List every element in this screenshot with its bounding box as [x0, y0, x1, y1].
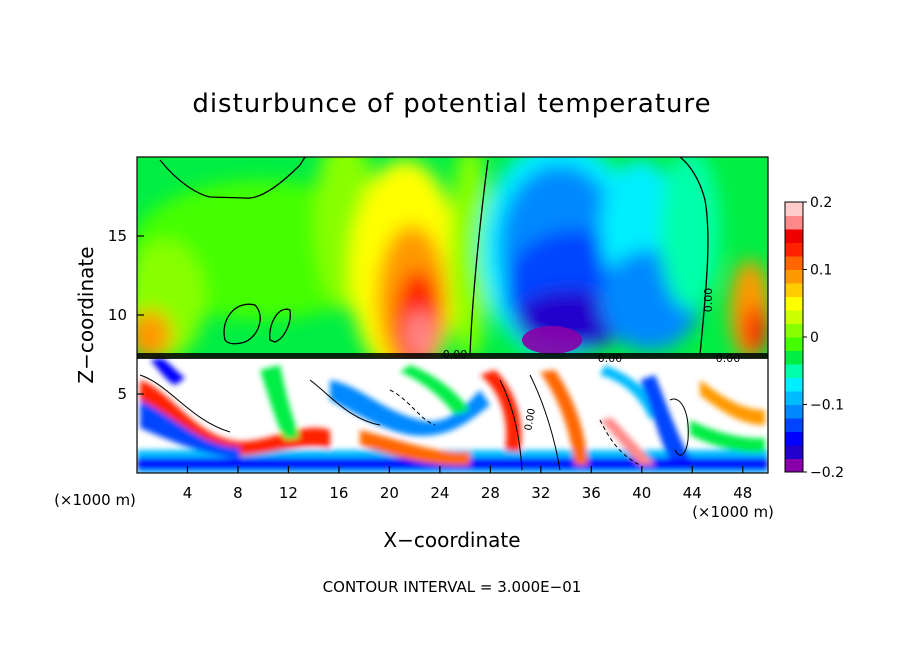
colorbar-segment [785, 310, 803, 324]
x-axis-label: X−coordinate [383, 528, 520, 552]
heatmap-field [137, 157, 768, 473]
colorbar-ticks: 0.2 0.1 0 −0.1 −0.2 [803, 195, 844, 481]
y-tick-label: 15 [108, 227, 127, 245]
x-tick-label: 8 [233, 484, 243, 502]
x-tick-label: 48 [733, 484, 752, 502]
colorbar-tick-label: 0.2 [810, 195, 832, 211]
x-tick-label: 4 [183, 484, 193, 502]
colorbar-segment [785, 283, 803, 297]
x-axis: 4 8 12 16 20 24 28 32 36 40 44 48 [183, 466, 752, 502]
colorbar-segment [785, 364, 803, 378]
colorbar-segment [785, 229, 803, 243]
colorbar-segment [785, 242, 803, 257]
contour-label: 0.00 [523, 408, 538, 432]
contour-labels: 0.00 0.00 0.00 0.00 0.00 [443, 288, 741, 432]
x-tick-label: 32 [531, 484, 550, 502]
colorbar-segment [785, 418, 803, 432]
y-tick-label: 10 [108, 306, 127, 324]
colorbar-segment [785, 215, 803, 230]
colorbar-segment [785, 391, 803, 405]
x-tick-label: 44 [683, 484, 702, 502]
contour-interval-note: CONTOUR INTERVAL = 3.000E−01 [323, 578, 582, 596]
colorbar-segment [785, 337, 803, 351]
x-tick-label: 40 [632, 484, 651, 502]
colorbar-tick-label: −0.2 [810, 465, 844, 481]
colorbar-segment [785, 256, 803, 270]
chart-title: disturbunce of potential temperature [192, 89, 711, 119]
colorbar-segment [785, 296, 803, 311]
x-tick-label: 12 [279, 484, 298, 502]
y-tick-label: 5 [117, 385, 127, 403]
x-tick-label: 36 [582, 484, 601, 502]
colorbar-segment [785, 350, 803, 365]
colorbar-segment [785, 202, 803, 216]
colorbar-segment [785, 323, 803, 338]
contour-label: 0.00 [443, 348, 468, 361]
colorbar-segment [785, 404, 803, 419]
contour-label: 0.00 [702, 288, 715, 313]
x-unit-right: (×1000 m) [692, 503, 774, 521]
colorbar-segment [785, 445, 803, 459]
x-tick-label: 28 [481, 484, 500, 502]
colorbar-segment [785, 458, 803, 473]
colorbar-tick-label: 0 [810, 330, 819, 346]
colorbar-tick-label: −0.1 [810, 398, 844, 414]
x-tick-label: 20 [380, 484, 399, 502]
x-tick-label: 24 [430, 484, 449, 502]
contour-label: 0.00 [598, 352, 623, 365]
colorbar-segment [785, 431, 803, 446]
colorbar-segment [785, 377, 803, 392]
contour-label: 0.00 [716, 352, 741, 365]
x-tick-label: 16 [329, 484, 348, 502]
y-axis-label: Z−coordinate [74, 246, 98, 383]
colorbar-tick-label: 0.1 [810, 263, 832, 279]
x-unit-left: (×1000 m) [54, 491, 136, 509]
colorbar [785, 202, 803, 473]
colorbar-segment [785, 269, 803, 284]
y-axis: 5 10 15 [108, 227, 144, 403]
